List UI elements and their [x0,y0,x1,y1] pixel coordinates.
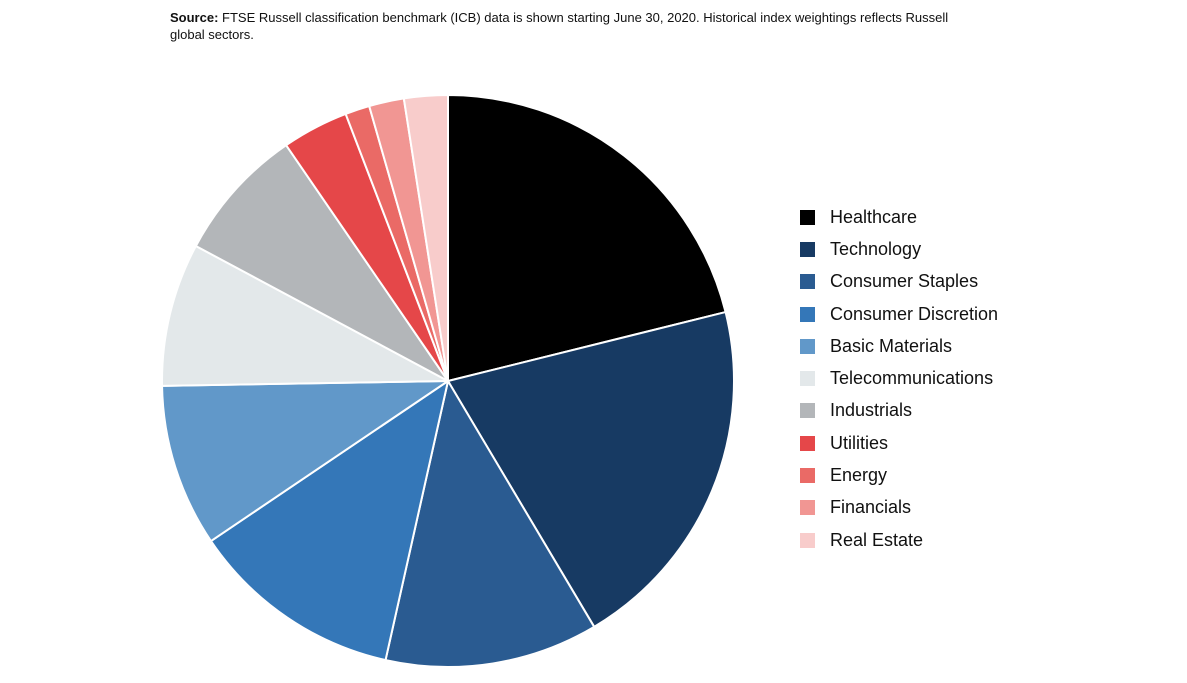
pie-slice-basic-materials [161,380,449,543]
legend-label: Utilities [830,432,889,453]
legend-label: Healthcare [830,206,918,227]
legend-swatch [800,403,815,419]
chart-legend: Healthcare Technology Consumer Staples Cons… [800,201,998,556]
source-label: Source: [170,10,219,25]
pie-slice-industrials [194,144,449,382]
legend-item: Energy [800,459,998,491]
legend-item: Consumer Discretion [800,298,998,330]
pie-slice-consumer-discretion [209,380,449,662]
source-text: FTSE Russell classification benchmark (I… [170,10,949,42]
legend-label: Telecommunications [830,368,994,389]
legend-label: Basic Materials [830,335,953,356]
pie-slice-telecommunications [161,245,449,387]
legend-item: Financials [800,492,998,524]
legend-label: Technology [830,238,922,259]
legend-swatch [800,532,815,548]
legend-label: Energy [830,465,888,486]
legend-item: Basic Materials [800,330,998,362]
legend-swatch [800,371,815,387]
source-note: Source: FTSE Russell classification benc… [170,9,970,43]
legend-swatch [800,500,815,516]
legend-item: Industrials [800,395,998,427]
legend-label: Financials [830,497,912,518]
pie-slice-technology [447,311,736,628]
legend-label: Consumer Staples [830,271,979,292]
legend-swatch [800,241,815,257]
legend-item: Utilities [800,427,998,459]
legend-label: Consumer Discretion [830,303,999,324]
pie-slice-real-estate [402,94,449,382]
pie-slice-consumer-staples [384,380,596,668]
pie-slice-healthcare [447,94,727,382]
legend-swatch [800,274,815,290]
legend-swatch [800,468,815,484]
legend-swatch [800,209,815,225]
legend-swatch [800,306,815,322]
legend-item: Real Estate [800,524,998,556]
legend-item: Telecommunications [800,362,998,394]
legend-swatch [800,338,815,354]
legend-item: Technology [800,233,998,265]
legend-item: Healthcare [800,201,998,233]
legend-label: Real Estate [830,529,924,550]
legend-label: Industrials [830,400,913,421]
legend-swatch [800,435,815,451]
legend-item: Consumer Staples [800,266,998,298]
